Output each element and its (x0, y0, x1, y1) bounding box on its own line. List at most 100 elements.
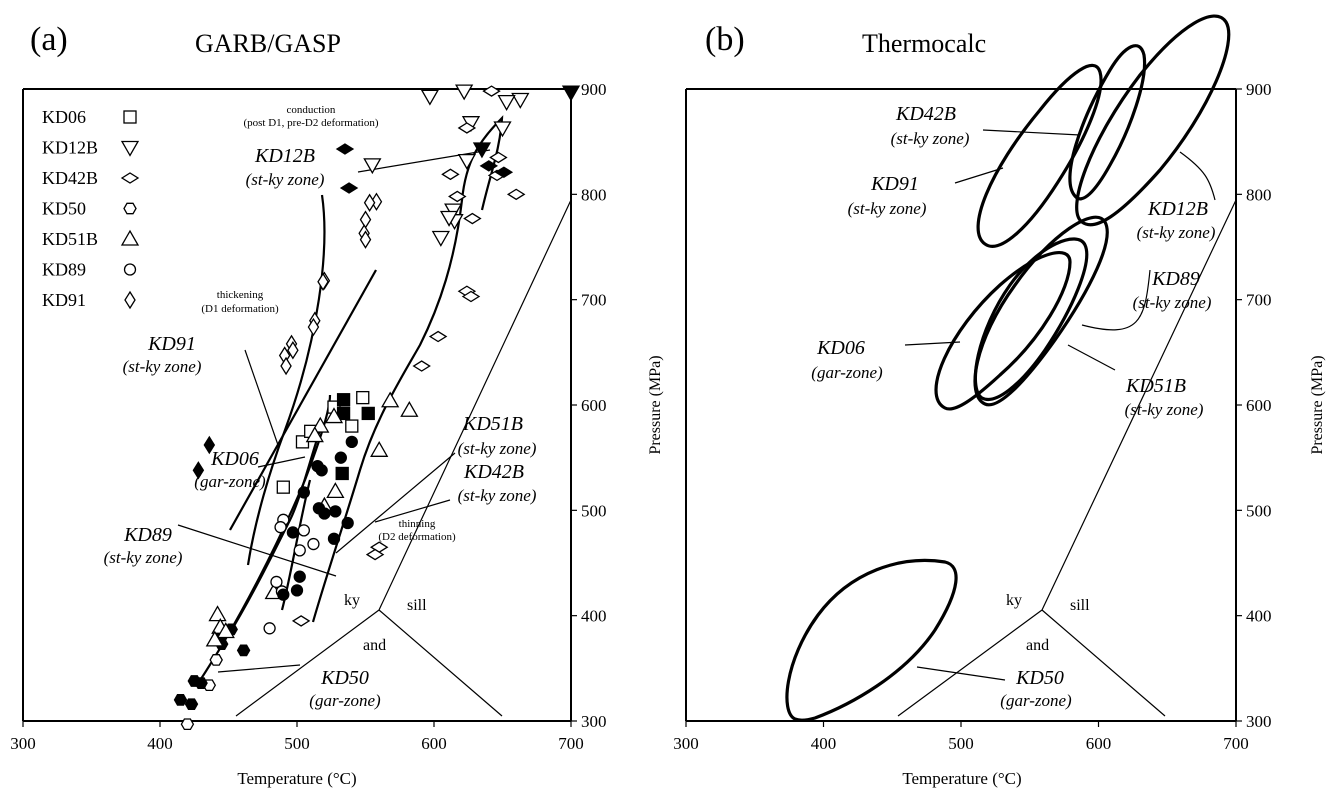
point-kd12b-open-6 (457, 153, 477, 170)
point-kd12b-open-2 (511, 92, 530, 109)
point-kd91-open-12 (280, 356, 292, 376)
point-kd89-filled-1 (334, 451, 347, 464)
point-kd89-filled-11 (293, 570, 306, 583)
ellipse-kd12b (1075, 14, 1231, 227)
point-kd89-filled-3 (311, 459, 324, 473)
point-kd91-filled-1 (192, 461, 205, 480)
ky-label-b: ky (1006, 592, 1022, 609)
panel-b-letter: (b) (705, 21, 745, 58)
annotation-arrows-b (904, 129, 1216, 681)
point-kd89-filled-9 (341, 516, 354, 530)
point-kd06-filled-1 (336, 406, 351, 421)
x-tick-label-a-400: 400 (147, 734, 173, 753)
point-kd91-open-8 (307, 317, 320, 337)
point-kd89-filled-13 (277, 588, 290, 601)
y-tick-label-b-600: 600 (1246, 396, 1272, 415)
legend-label-kd42b: KD42B (42, 168, 98, 188)
label-kd50-a: KD50 (320, 667, 369, 689)
point-kd50-open-2 (180, 718, 195, 731)
legend-label-kd51b: KD51B (42, 229, 98, 249)
point-kd42b-open-0 (482, 85, 501, 97)
y-tick-label-a-500: 500 (581, 501, 607, 520)
legend-marker-kd06 (123, 110, 137, 124)
label-kd42b-a: KD42B (463, 461, 524, 483)
label-kd06-a-zone: (gar-zone) (194, 472, 266, 491)
legend-label-kd12b: KD12B (42, 138, 98, 158)
y-tick-label-b-900: 900 (1246, 80, 1272, 99)
point-kd12b-open-3 (497, 94, 516, 111)
label-kd12b-b: KD12B (1147, 198, 1208, 220)
point-kd91-open-4 (359, 230, 372, 249)
legend-marker-kd51b (120, 229, 140, 246)
x-tick-label-a-700: 700 (558, 734, 584, 753)
point-kd51b-open-0 (370, 440, 389, 457)
point-kd06-open-4 (356, 390, 370, 405)
sill-label-a: sill (407, 597, 427, 614)
x-tick-label-b-700: 700 (1223, 734, 1249, 753)
point-kd42b-open-14 (291, 615, 311, 627)
x-tick-label-b-400: 400 (811, 734, 837, 753)
y-tick-label-b-700: 700 (1246, 291, 1272, 310)
point-kd42b-open-3 (441, 168, 460, 181)
point-kd42b-open-9 (461, 290, 481, 303)
note-thickening-2: (D1 deformation) (201, 303, 279, 315)
and-label-b: and (1026, 637, 1049, 654)
point-kd12b-filled-1 (472, 142, 492, 159)
point-kd89-open-2 (297, 524, 311, 537)
point-kd42b-open-2 (489, 151, 508, 164)
phase-diagram-a (235, 199, 572, 717)
label-kd91-a: KD91 (147, 333, 196, 355)
label-kd06-b-zone: (gar-zone) (811, 363, 883, 382)
point-kd42b-open-13 (365, 548, 385, 561)
point-kd91-open-6 (317, 272, 329, 291)
ellipse-kd50 (785, 558, 958, 722)
y-tick-label-b-800: 800 (1246, 185, 1272, 204)
point-kd89-filled-7 (286, 526, 300, 539)
point-kd51b-open-12 (205, 630, 224, 647)
ylabel-a: Pressure (MPa) (647, 355, 664, 454)
y-tick-label-a-400: 400 (581, 607, 607, 626)
point-kd42b-filled-2 (494, 166, 514, 178)
point-kd42b-open-6 (448, 190, 467, 203)
point-kd51b-open-5 (305, 426, 324, 443)
y-tick-label-a-700: 700 (581, 291, 607, 310)
legend-label-kd50: KD50 (42, 199, 86, 219)
point-kd50-filled-3 (184, 698, 199, 710)
point-kd89-filled-8 (329, 505, 342, 518)
point-kd42b-open-7 (463, 212, 482, 225)
point-kd91-open-2 (359, 210, 372, 229)
point-kd89-filled-6 (312, 502, 326, 515)
panel-a-title: GARB/GASP (195, 29, 341, 58)
panel-a-letter: (a) (30, 21, 68, 58)
label-kd50-a-zone: (gar-zone) (309, 691, 381, 710)
point-kd12b-open-11 (439, 210, 459, 227)
legend-marker-kd91 (124, 290, 136, 310)
xlabel-a: Temperature (°C) (237, 769, 356, 788)
label-kd51b-b: KD51B (1125, 375, 1186, 397)
ellipses-b (785, 14, 1231, 722)
label-kd06-a: KD06 (210, 448, 259, 470)
label-kd89-b: KD89 (1151, 268, 1200, 290)
phase-diagram-b (897, 199, 1237, 717)
point-kd42b-filled-1 (339, 182, 359, 194)
note-thinning-1: thinning (399, 518, 436, 530)
point-kd06-filled-0 (336, 393, 351, 407)
label-kd51b-a-zone: (st-ky zone) (458, 439, 537, 458)
ellipse-kd06 (934, 250, 1072, 411)
point-kd51b-open-11 (216, 622, 235, 639)
y-tick-label-b-300: 300 (1246, 712, 1272, 731)
point-kd42b-open-10 (428, 330, 448, 343)
point-kd91-filled-0 (203, 435, 216, 455)
annotation-arrows-a (177, 149, 491, 673)
label-kd91-a-zone: (st-ky zone) (123, 357, 202, 376)
ellipse-kd51b (973, 237, 1089, 401)
point-kd06-filled-2 (361, 406, 375, 421)
x-tick-label-a-600: 600 (421, 734, 447, 753)
sample-labels-b: KD42B (st-ky zone) KD91 (st-ky zone) KD1… (811, 103, 1215, 710)
label-kd42b-a-zone: (st-ky zone) (458, 486, 537, 505)
point-kd06-open-3 (345, 419, 359, 433)
point-kd91-open-1 (363, 193, 376, 212)
y-tick-label-a-600: 600 (581, 396, 607, 415)
note-thickening-1: thickening (217, 289, 264, 301)
